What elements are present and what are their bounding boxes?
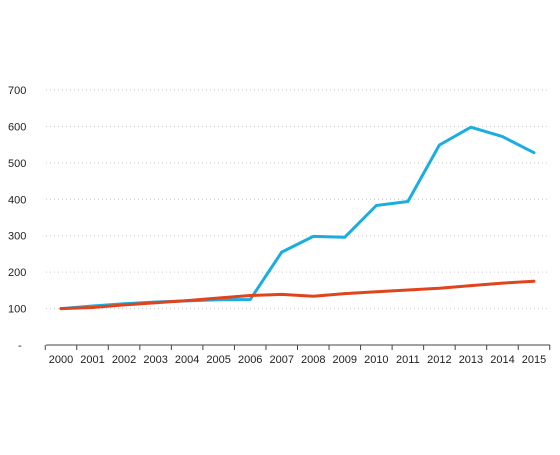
- y-tick-label: 700: [8, 85, 26, 97]
- x-tick-label: 2008: [301, 354, 325, 366]
- x-tick-label: 2010: [364, 354, 388, 366]
- x-tick-label: 2001: [80, 354, 104, 366]
- x-tick-label: 2011: [396, 354, 420, 366]
- series-lines: [59, 125, 536, 311]
- y-tick-label: 500: [8, 158, 26, 170]
- y-tick-label: 300: [8, 231, 26, 243]
- y-tick-label: 100: [8, 304, 26, 316]
- x-tick-label: 2012: [427, 354, 451, 366]
- x-axis-ticks: 2000 2001 2002 2003 2004 2005 2006 2007 2008 2009…: [44, 345, 551, 366]
- x-tick-label: 2006: [238, 354, 262, 366]
- x-tick-label: 2014: [490, 354, 514, 366]
- x-tick-label: 2003: [143, 354, 167, 366]
- y-tick-label: 600: [8, 121, 26, 133]
- x-tick-label: 2007: [269, 354, 293, 366]
- y-tick-label: 200: [8, 267, 26, 279]
- gridlines: [46, 89, 550, 310]
- x-tick-label: 2005: [206, 354, 230, 366]
- x-tick-label: 2004: [175, 354, 199, 366]
- series-line-2: [59, 279, 536, 311]
- y-tick-label: -: [18, 340, 22, 352]
- x-tick-label: 2002: [112, 354, 136, 366]
- y-axis-ticks: - 100 200 300 400 500 600 700: [8, 85, 26, 352]
- x-tick-label: 2013: [459, 354, 483, 366]
- series-line-1: [59, 125, 536, 311]
- y-tick-label: 400: [8, 194, 26, 206]
- x-tick-label: 2009: [333, 354, 357, 366]
- x-tick-label: 2000: [49, 354, 73, 366]
- x-tick-label: 2015: [522, 354, 546, 366]
